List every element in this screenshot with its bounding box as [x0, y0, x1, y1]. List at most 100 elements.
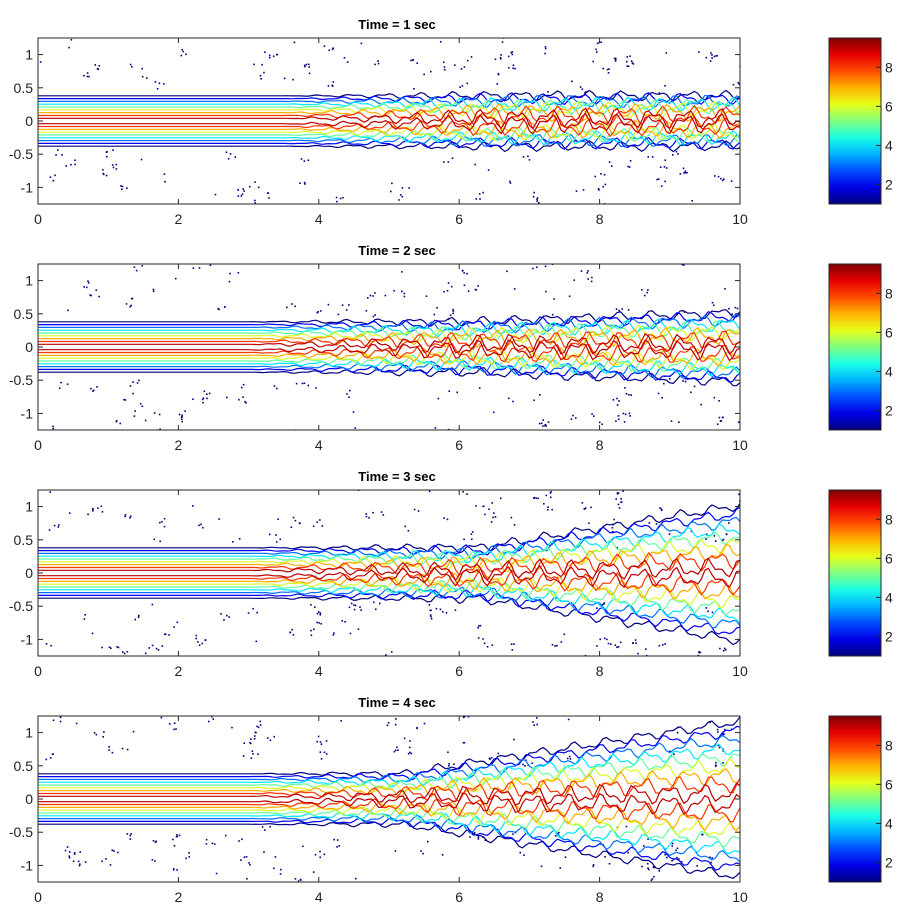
noise-speck — [192, 505, 194, 507]
noise-speck — [618, 507, 621, 509]
noise-speck — [242, 396, 244, 398]
noise-speck — [647, 868, 650, 871]
noise-speck — [443, 36, 445, 38]
noise-speck — [58, 387, 61, 390]
noise-speck — [259, 724, 262, 726]
noise-speck — [611, 527, 614, 529]
noise-speck — [385, 654, 387, 656]
noise-speck — [426, 660, 428, 662]
noise-speck — [531, 762, 534, 765]
noise-speck — [661, 644, 664, 646]
noise-speck — [312, 871, 315, 873]
noise-speck — [299, 182, 301, 185]
noise-speck — [86, 72, 89, 74]
noise-speck — [151, 858, 154, 861]
colorbar-tick-label: 6 — [885, 776, 893, 792]
noise-speck — [416, 62, 418, 64]
noise-speck — [275, 541, 278, 543]
noise-speck — [456, 391, 458, 394]
y-tick-label: -0.5 — [9, 824, 33, 840]
noise-speck — [141, 67, 144, 70]
noise-speck — [740, 208, 742, 210]
noise-speck — [126, 833, 129, 835]
noise-speck — [536, 266, 538, 269]
noise-speck — [593, 415, 595, 417]
noise-speck — [500, 54, 502, 56]
noise-speck — [134, 410, 136, 412]
noise-speck — [602, 185, 604, 188]
noise-speck — [709, 60, 712, 62]
y-tick-label: 1 — [25, 725, 33, 741]
noise-speck — [466, 272, 468, 275]
noise-speck — [622, 490, 624, 492]
noise-speck — [227, 157, 230, 160]
noise-speck — [52, 719, 55, 722]
noise-speck — [439, 608, 442, 611]
noise-speck — [736, 307, 739, 310]
noise-speck — [632, 63, 635, 65]
noise-speck — [737, 421, 740, 423]
noise-speck — [273, 735, 276, 738]
noise-speck — [228, 616, 230, 618]
colorbar-gradient — [828, 263, 882, 431]
noise-speck — [460, 68, 463, 70]
noise-speck — [722, 762, 724, 764]
noise-speck — [108, 749, 110, 751]
noise-speck — [684, 170, 687, 173]
noise-speck — [532, 195, 535, 198]
noise-speck — [711, 54, 713, 56]
noise-speck — [728, 522, 730, 524]
noise-speck — [374, 63, 376, 66]
noise-speck — [352, 411, 355, 413]
noise-speck — [123, 652, 126, 655]
noise-speck — [724, 648, 727, 651]
noise-speck — [683, 172, 685, 174]
noise-speck — [319, 856, 322, 859]
noise-speck — [543, 503, 545, 505]
noise-speck — [716, 423, 719, 426]
noise-speck — [615, 420, 617, 423]
noise-speck — [734, 306, 737, 309]
noise-speck — [697, 206, 699, 208]
noise-speck — [181, 48, 184, 51]
noise-speck — [336, 200, 338, 203]
noise-speck — [240, 195, 243, 197]
noise-speck — [580, 270, 583, 272]
noise-speck — [641, 865, 643, 868]
noise-speck — [613, 518, 615, 521]
contour-line — [38, 586, 740, 629]
noise-speck — [470, 533, 473, 535]
noise-speck — [279, 873, 282, 875]
noise-speck — [594, 175, 597, 178]
noise-speck — [144, 419, 147, 422]
noise-speck — [234, 156, 237, 158]
noise-speck — [301, 382, 304, 385]
noise-speck — [671, 859, 673, 862]
noise-speck — [256, 611, 258, 614]
noise-speck — [690, 391, 692, 394]
noise-speck — [596, 607, 598, 609]
noise-speck — [712, 304, 715, 307]
noise-speck — [176, 621, 179, 624]
noise-speck — [660, 508, 663, 510]
noise-speck — [98, 295, 100, 298]
noise-speck — [658, 92, 661, 94]
noise-speck — [620, 497, 622, 500]
noise-speck — [181, 420, 183, 423]
noise-speck — [629, 159, 632, 162]
colorbar-tick-label: 6 — [885, 324, 893, 340]
noise-speck — [360, 609, 362, 611]
noise-speck — [132, 381, 134, 383]
noise-speck — [92, 390, 94, 392]
noise-speck — [248, 862, 250, 864]
noise-speck — [101, 646, 103, 649]
contour-line — [38, 112, 740, 135]
noise-speck — [64, 849, 67, 852]
noise-speck — [463, 716, 466, 718]
noise-speck — [154, 860, 156, 862]
noise-speck — [600, 173, 602, 175]
y-tick-label: -1 — [21, 179, 34, 195]
contour-line — [38, 820, 740, 879]
noise-speck — [537, 201, 540, 204]
noise-speck — [90, 294, 93, 297]
